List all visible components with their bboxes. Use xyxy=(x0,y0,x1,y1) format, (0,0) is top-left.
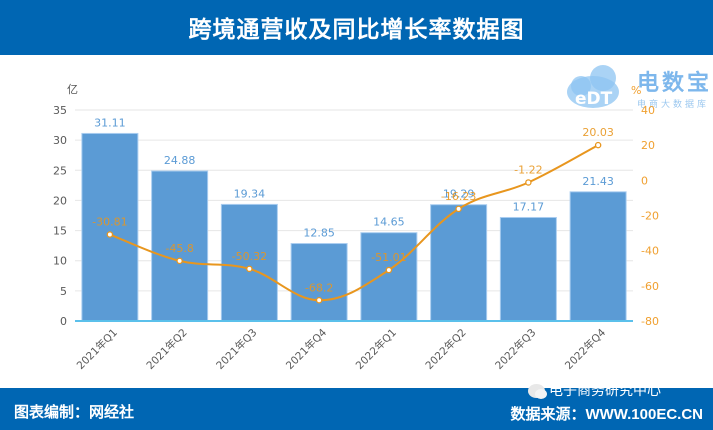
growth-rate-label: -68.2 xyxy=(305,281,333,294)
growth-rate-label: 20.03 xyxy=(582,126,614,139)
edt-logo: eDT 电数宝 电商大数据库 xyxy=(565,60,713,115)
revenue-bar xyxy=(81,132,139,322)
left-axis-tick: 35 xyxy=(53,104,67,117)
wechat-watermark: 电子商务研究中心 xyxy=(528,380,661,400)
growth-rate-line xyxy=(109,144,599,302)
x-axis-category-label: 2022年Q3 xyxy=(492,326,538,372)
x-axis: 2021年Q1 2021年Q2 2021年Q3 2021年Q4 2022年Q1 2022年… xyxy=(74,320,633,372)
revenue-bar-label: 14.65 xyxy=(373,216,405,229)
revenue-bar-label: 24.88 xyxy=(164,154,196,167)
wechat-watermark-text: 电子商务研究中心 xyxy=(549,383,661,399)
growth-rate-point xyxy=(246,265,253,273)
right-axis-tick: 20 xyxy=(641,139,655,152)
x-axis-category-label: 2021年Q3 xyxy=(213,326,259,372)
x-axis-category-label: 2021年Q2 xyxy=(144,326,190,372)
left-axis-tick: 20 xyxy=(53,194,67,207)
growth-rate-label: -1.22 xyxy=(514,163,542,176)
title-banner: 跨境通营收及同比增长率数据图 xyxy=(0,0,713,55)
left-axis-tick: 5 xyxy=(60,285,67,298)
revenue-bar xyxy=(499,216,557,322)
growth-rate-label: -51.01 xyxy=(371,251,406,264)
left-axis: 0 5 10 15 20 25 30 35 xyxy=(53,104,67,328)
revenue-bar xyxy=(360,232,418,322)
x-axis-category-label: 2022年Q1 xyxy=(353,326,399,372)
revenue-bar-label: 12.85 xyxy=(303,227,335,240)
revenue-bar xyxy=(151,170,209,322)
growth-rate-point xyxy=(385,266,393,274)
chart-title: 跨境通营收及同比增长率数据图 xyxy=(188,17,525,43)
revenue-bar xyxy=(569,191,627,322)
logo-subtitle: 电商大数据库 xyxy=(637,98,709,110)
right-axis-tick: -80 xyxy=(641,315,659,328)
x-axis-category-label: 2022年Q2 xyxy=(423,326,469,372)
growth-rate-point xyxy=(106,231,114,238)
left-axis-tick: 25 xyxy=(53,164,67,177)
right-axis-tick: -40 xyxy=(641,245,659,258)
revenue-bar xyxy=(290,243,348,322)
revenue-bar-label: 17.17 xyxy=(513,200,545,213)
growth-rate-point xyxy=(176,257,183,265)
chart-editor-credit: 图表编制：网经社 xyxy=(14,403,135,421)
growth-rate-point xyxy=(455,205,462,213)
growth-rate-label: -50.32 xyxy=(232,250,267,263)
revenue-bar xyxy=(220,203,278,322)
left-axis-tick: 30 xyxy=(53,134,67,147)
revenue-bar-label: 31.11 xyxy=(94,116,126,129)
left-axis-tick: 10 xyxy=(53,255,67,268)
growth-rate-point xyxy=(525,179,532,186)
left-axis-unit: 亿 xyxy=(67,83,78,96)
gridlines xyxy=(75,109,633,292)
growth-rate-label: -30.81 xyxy=(92,216,127,229)
growth-rate-label: -16.23 xyxy=(441,190,476,203)
left-axis-tick: 0 xyxy=(60,315,67,328)
growth-rate-point xyxy=(594,141,602,149)
right-axis-tick: -60 xyxy=(641,280,659,293)
right-axis-tick: 0 xyxy=(641,174,648,187)
growth-rate-label: -45.8 xyxy=(165,242,193,255)
line-series: -30.81 -45.8 -50.32 -68.2 -51.01 -16.23 -1.22 2… xyxy=(92,126,614,304)
x-axis-category-label: 2021年Q4 xyxy=(283,326,329,372)
left-axis-tick: 15 xyxy=(53,225,67,238)
cloud-icon xyxy=(567,65,619,108)
chart-area: 31.11 24.88 19.34 12.85 14.65 19.29 17.17 21.43… xyxy=(53,83,659,372)
revenue-bar-label: 19.34 xyxy=(234,187,266,200)
logo-mark: eDT xyxy=(575,89,613,109)
data-source-credit: 数据来源：WWW.100EC.CN xyxy=(510,406,703,423)
revenue-bar-label: 21.43 xyxy=(582,175,614,188)
revenue-bar-label: 19.29 xyxy=(443,188,475,201)
footer-banner: 图表编制：网经社 电子商务研究中心 数据来源：WWW.100EC.CN xyxy=(0,383,713,430)
x-axis-category-label: 2022年Q4 xyxy=(562,326,608,372)
wechat-icon xyxy=(528,384,547,399)
x-axis-category-label: 2021年Q1 xyxy=(74,326,120,372)
right-axis-tick: -20 xyxy=(641,210,659,223)
logo-brand: 电数宝 xyxy=(637,70,712,96)
growth-rate-point xyxy=(315,297,323,304)
bar-series: 31.11 24.88 19.34 12.85 14.65 19.29 17.17 21.43 xyxy=(81,116,627,322)
revenue-bar xyxy=(430,204,488,322)
